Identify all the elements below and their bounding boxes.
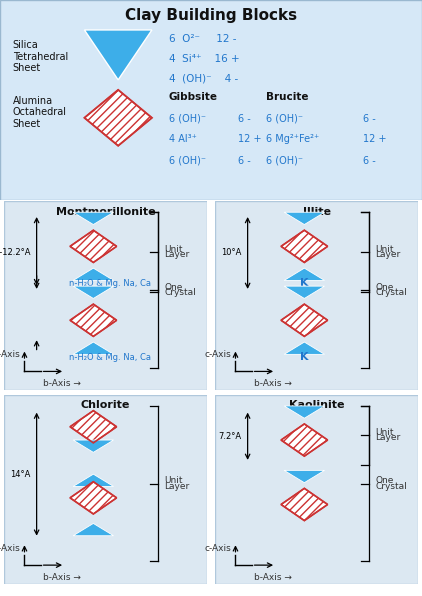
Text: One: One	[375, 476, 394, 486]
Text: 4  Si⁴⁺    16 +: 4 Si⁴⁺ 16 +	[169, 54, 239, 64]
Text: One: One	[375, 283, 394, 292]
Polygon shape	[73, 268, 114, 281]
Polygon shape	[284, 286, 325, 299]
Text: Crystal: Crystal	[164, 288, 196, 297]
Text: K: K	[300, 352, 308, 362]
Polygon shape	[70, 411, 116, 443]
Polygon shape	[284, 268, 325, 281]
Text: 12 +: 12 +	[363, 134, 387, 144]
Polygon shape	[73, 342, 114, 355]
Polygon shape	[284, 406, 325, 418]
FancyBboxPatch shape	[4, 201, 207, 390]
Text: Gibbsite: Gibbsite	[169, 92, 218, 102]
Text: Crystal: Crystal	[375, 288, 407, 297]
Text: b-Axis →: b-Axis →	[43, 379, 81, 388]
Polygon shape	[281, 230, 327, 262]
Polygon shape	[281, 304, 327, 336]
Text: n-H₂O & Mg. Na, Ca: n-H₂O & Mg. Na, Ca	[68, 353, 151, 362]
Text: 6 (OH)⁻: 6 (OH)⁻	[169, 156, 206, 166]
Text: 6 Mg²⁺Fe²⁺: 6 Mg²⁺Fe²⁺	[266, 134, 319, 144]
Text: c-Axis: c-Axis	[0, 350, 20, 359]
Polygon shape	[284, 470, 325, 483]
Text: 12 +: 12 +	[238, 134, 262, 144]
FancyBboxPatch shape	[215, 395, 418, 584]
Text: 7.2°A: 7.2°A	[219, 432, 241, 441]
Text: Alumina
Octahedral
Sheet: Alumina Octahedral Sheet	[13, 96, 67, 129]
Polygon shape	[284, 212, 325, 225]
Polygon shape	[73, 523, 114, 536]
Text: 6 -: 6 -	[363, 114, 376, 124]
Text: n-H₂O & Mg. Na, Ca: n-H₂O & Mg. Na, Ca	[68, 279, 151, 288]
FancyBboxPatch shape	[215, 201, 418, 390]
Polygon shape	[73, 440, 114, 452]
Text: Unit: Unit	[164, 245, 183, 254]
Polygon shape	[281, 424, 327, 456]
Text: Unit: Unit	[164, 476, 183, 486]
Text: c-Axis: c-Axis	[205, 350, 231, 359]
Polygon shape	[70, 230, 116, 262]
Polygon shape	[70, 304, 116, 336]
Text: 9.7-12.2°A: 9.7-12.2°A	[0, 249, 30, 257]
Text: Silica
Tetrahedral
Sheet: Silica Tetrahedral Sheet	[13, 40, 68, 73]
FancyBboxPatch shape	[4, 395, 207, 584]
Text: c-Axis: c-Axis	[0, 544, 20, 552]
Polygon shape	[281, 488, 327, 520]
Text: Illite: Illite	[303, 207, 330, 216]
Polygon shape	[284, 342, 325, 355]
Text: One: One	[164, 283, 183, 292]
Text: 6 (OH)⁻: 6 (OH)⁻	[266, 156, 303, 166]
FancyBboxPatch shape	[0, 0, 422, 200]
Text: 6  O²⁻     12 -: 6 O²⁻ 12 -	[169, 34, 236, 44]
Text: 6 -: 6 -	[238, 114, 251, 124]
Text: Brucite: Brucite	[266, 92, 308, 102]
Text: Montmorillonite: Montmorillonite	[56, 207, 155, 216]
Text: 14°A: 14°A	[10, 470, 30, 479]
Text: Crystal: Crystal	[375, 482, 407, 491]
Polygon shape	[84, 90, 152, 146]
Text: b-Axis →: b-Axis →	[43, 573, 81, 582]
Text: b-Axis →: b-Axis →	[254, 573, 292, 582]
Polygon shape	[84, 30, 152, 80]
Text: 6 (OH)⁻: 6 (OH)⁻	[266, 114, 303, 124]
Text: Layer: Layer	[375, 433, 400, 442]
Text: 4 Al³⁺: 4 Al³⁺	[169, 134, 197, 144]
Text: c-Axis: c-Axis	[205, 544, 231, 552]
Text: Kaolinite: Kaolinite	[289, 401, 344, 410]
Polygon shape	[73, 474, 114, 486]
Polygon shape	[70, 482, 116, 514]
Text: Unit: Unit	[375, 428, 394, 437]
Text: Clay Building Blocks: Clay Building Blocks	[125, 8, 297, 23]
Polygon shape	[73, 286, 114, 299]
Text: Layer: Layer	[375, 250, 400, 259]
Text: 6 -: 6 -	[363, 156, 376, 166]
Text: b-Axis →: b-Axis →	[254, 379, 292, 388]
Polygon shape	[73, 212, 114, 225]
Text: Layer: Layer	[164, 482, 189, 491]
Text: 10°A: 10°A	[221, 249, 241, 257]
Text: 6 (OH)⁻: 6 (OH)⁻	[169, 114, 206, 124]
Text: Unit: Unit	[375, 245, 394, 254]
Text: K: K	[300, 278, 308, 288]
Text: Chlorite: Chlorite	[81, 401, 130, 410]
Text: 6 -: 6 -	[238, 156, 251, 166]
Text: 4  (OH)⁻    4 -: 4 (OH)⁻ 4 -	[169, 74, 238, 84]
Text: Layer: Layer	[164, 250, 189, 259]
